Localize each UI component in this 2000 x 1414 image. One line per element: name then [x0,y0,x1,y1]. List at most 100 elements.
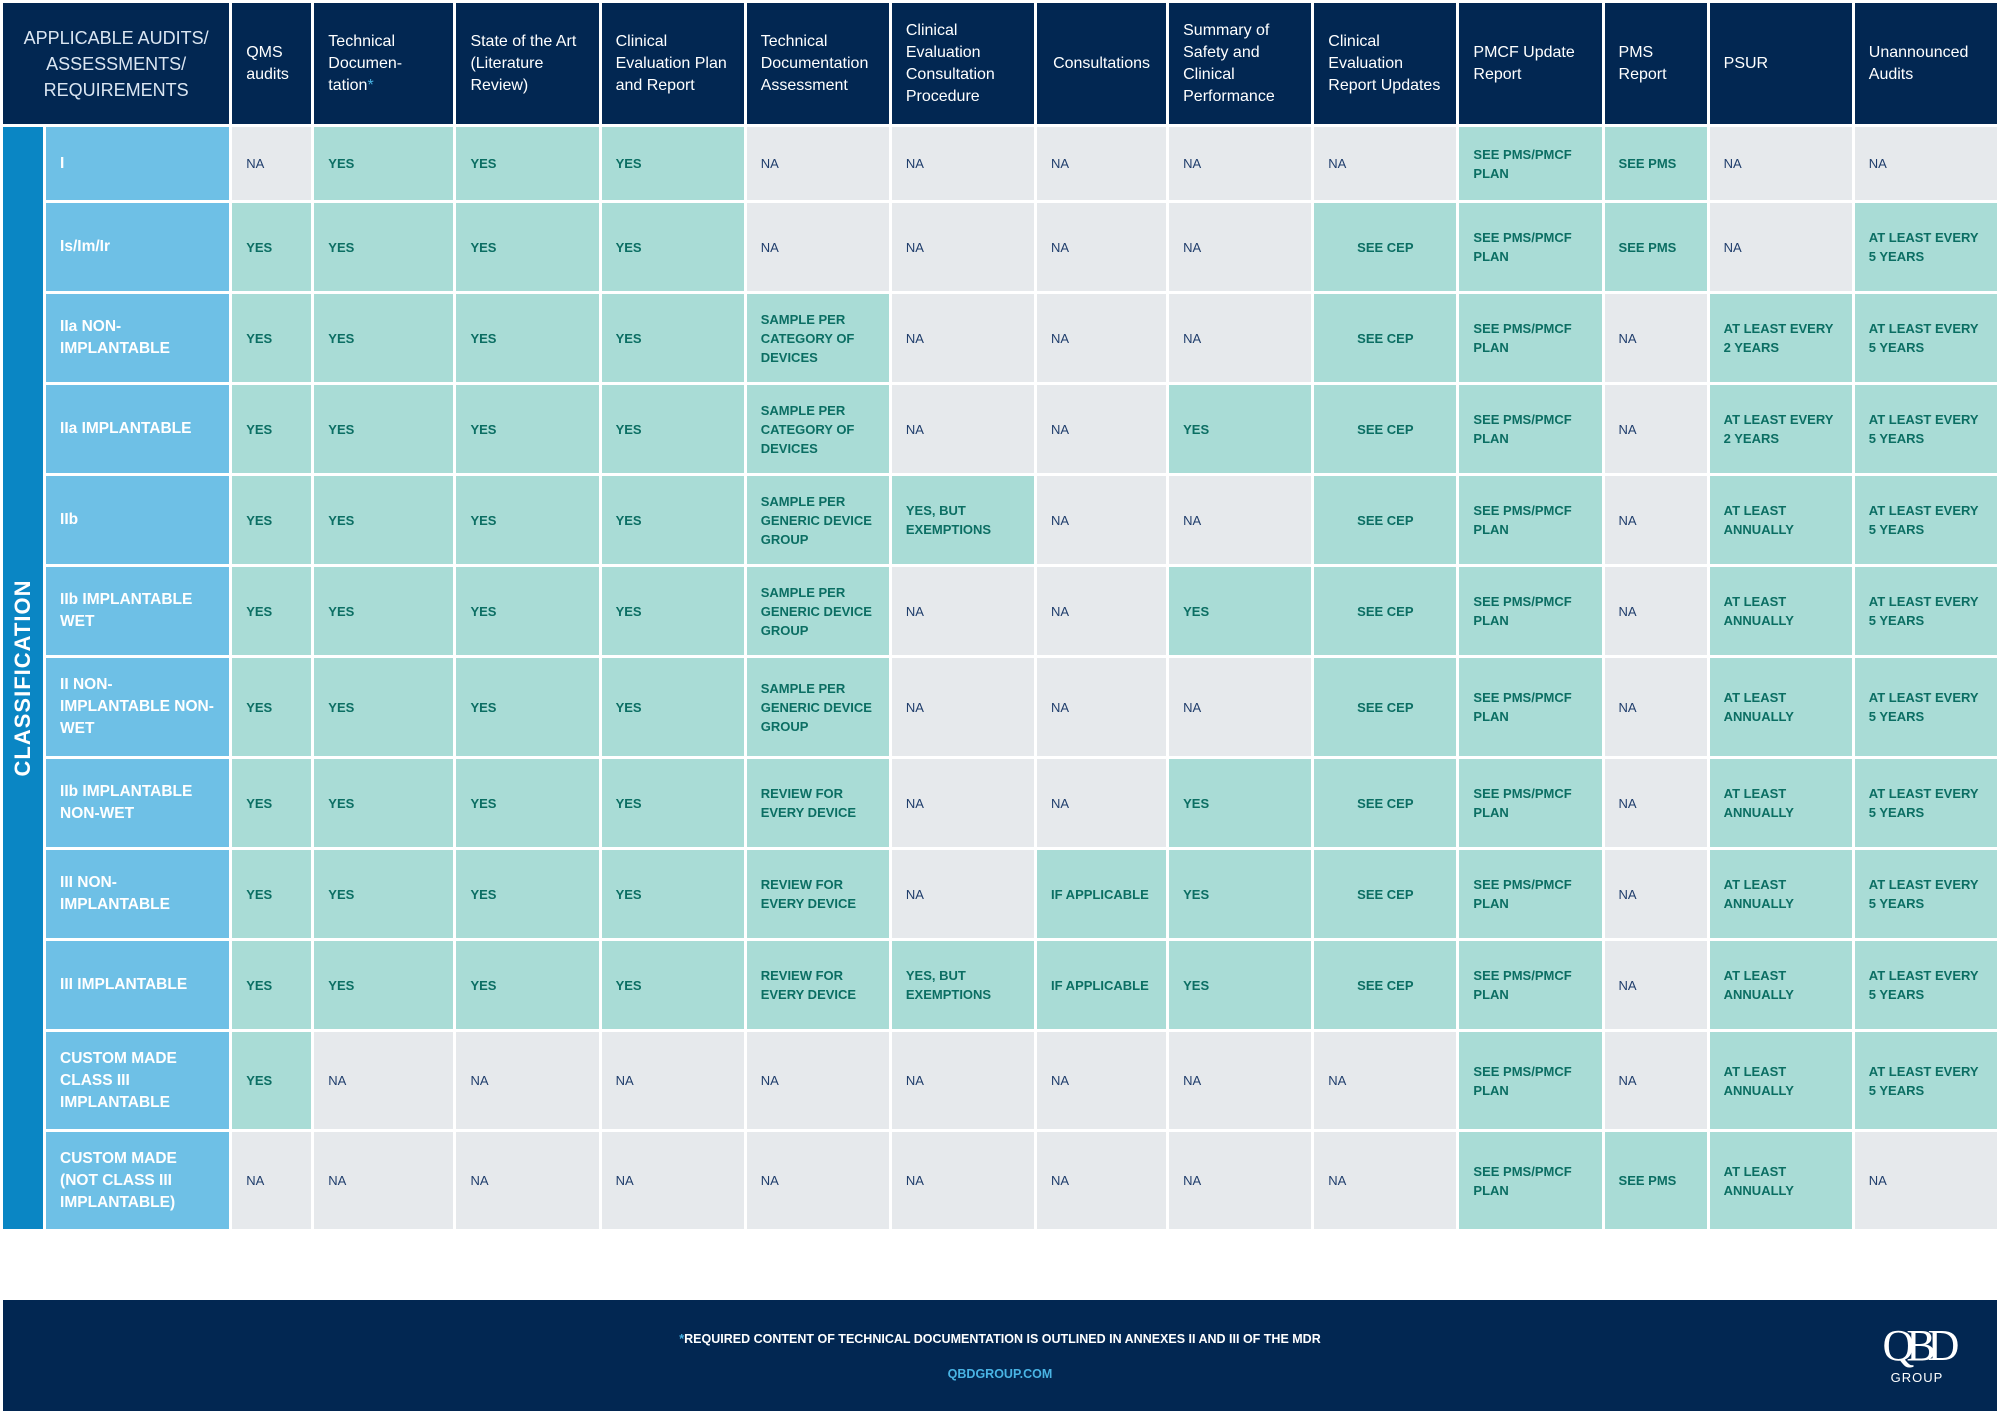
table-cell: NA [1604,294,1707,382]
table-cell: SAMPLE PER CATEGORY OF DEVICES [746,385,889,473]
table-cell: NA [1169,203,1312,291]
table-cell: YES [232,294,312,382]
table-cell: SEE PMS [1604,1132,1707,1229]
table-cell: YES [1169,941,1312,1029]
table-cell: YES [601,941,744,1029]
table-cell: NA [1169,1032,1312,1129]
table-cell: NA [891,1132,1034,1229]
table-cell: SEE PMS/PMCF PLAN [1459,127,1602,200]
table-cell: SEE CEP [1314,385,1457,473]
table-cell: YES [314,294,454,382]
table-row: IIa NON-IMPLANTABLE YES YES YES YES SAMPLE PE… [3,294,1997,382]
column-header-label: Clinical Evaluation Report Updates [1328,32,1441,94]
table-cell: YES [232,567,312,655]
table-cell: YES [456,941,599,1029]
table-cell: SAMPLE PER GENERIC DEVICE GROUP [746,476,889,564]
table-cell: NA [314,1132,454,1229]
table-row: CUSTOM MADE CLASS III IMPLANTABLE YES NA NA… [3,1032,1997,1129]
table-cell: YES [314,385,454,473]
table-cell: YES [232,759,312,847]
table-cell: NA [601,1032,744,1129]
column-header: Clinical Evaluation Plan and Report [601,3,744,124]
column-header: PMCF Update Report [1459,3,1602,124]
table-cell: AT LEAST ANNUALLY [1709,1132,1852,1229]
table-cell: IF APPLICABLE [1037,941,1167,1029]
table-cell: YES [601,294,744,382]
table-cell: SEE CEP [1314,759,1457,847]
table-cell: IF APPLICABLE [1037,850,1167,938]
table-cell: SEE CEP [1314,658,1457,756]
table-cell: SEE PMS/PMCF PLAN [1459,941,1602,1029]
column-header-label: Clinical Evaluation Consultation Procedu… [905,21,995,105]
table-cell: SEE CEP [1314,203,1457,291]
table-cell: AT LEAST ANNUALLY [1709,941,1852,1029]
table-cell: YES [314,476,454,564]
table-cell: REVIEW FOR EVERY DEVICE [746,941,889,1029]
logo-text: GROUP [1890,1370,1944,1385]
table-cell: NA [1314,1132,1457,1229]
table-cell: YES [601,385,744,473]
table-cell: YES [601,127,744,200]
table-cell: YES [314,941,454,1029]
column-header-label: PMS Report [1618,43,1667,83]
column-header-label: Summary of Safety and Clinical Performan… [1183,21,1275,105]
table-row: IIa IMPLANTABLE YES YES YES YES SAMPLE PER CA… [3,385,1997,473]
table-cell: NA [1037,294,1167,382]
table-cell: NA [456,1032,599,1129]
table-cell: YES [232,850,312,938]
table-cell: NA [1037,385,1167,473]
table-cell: NA [891,759,1034,847]
table-cell: YES [456,127,599,200]
row-label: III IMPLANTABLE [46,941,230,1029]
table-cell: NA [1604,476,1707,564]
table-cell: YES [456,203,599,291]
footnote-marker: * [367,76,374,94]
table-cell: YES [601,567,744,655]
table-cell: AT LEAST EVERY 5 YEARS [1854,385,1997,473]
table-cell: NA [1604,1032,1707,1129]
table-cell: NA [1037,127,1167,200]
table-row: II NON-IMPLANTABLE NON-WET YES YES YES YES SA… [3,658,1997,756]
table-cell: YES [1169,759,1312,847]
table-cell: AT LEAST ANNUALLY [1709,759,1852,847]
table-cell: NA [1604,759,1707,847]
table-cell: YES [601,759,744,847]
column-header-label: Unannounced Audits [1868,43,1969,83]
website-link[interactable]: QBDGROUP.COM [947,1367,1053,1381]
table-cell: NA [891,850,1034,938]
table-cell: YES [456,476,599,564]
table-cell: SEE PMS/PMCF PLAN [1459,385,1602,473]
table-cell: SEE PMS/PMCF PLAN [1459,759,1602,847]
column-header: Clinical Evaluation Report Updates [1314,3,1457,124]
table-cell: REVIEW FOR EVERY DEVICE [746,850,889,938]
table-cell: YES [314,127,454,200]
table-cell: YES [232,658,312,756]
table-cell: NA [1604,850,1707,938]
table-cell: YES [232,385,312,473]
table-cell: NA [1854,127,1997,200]
table-cell: AT LEAST EVERY 5 YEARS [1854,941,1997,1029]
table-cell: SEE PMS/PMCF PLAN [1459,567,1602,655]
table-cell: YES [232,476,312,564]
table-cell: SAMPLE PER CATEGORY OF DEVICES [746,294,889,382]
table-cell: YES [314,567,454,655]
row-label: IIb IMPLANTABLE NON-WET [46,759,230,847]
table-cell: AT LEAST EVERY 5 YEARS [1854,567,1997,655]
table-row: III NON-IMPLANTABLE YES YES YES YES REVIEW FO… [3,850,1997,938]
table-cell: NA [1169,658,1312,756]
table-cell: SAMPLE PER GENERIC DEVICE GROUP [746,658,889,756]
table-cell: YES [456,385,599,473]
table-cell: NA [891,203,1034,291]
table-cell: YES [314,850,454,938]
table-cell: NA [232,1132,312,1229]
footnote-marker: * [679,1332,685,1346]
row-label: IIb IMPLANTABLE WET [46,567,230,655]
footer: *REQUIRED CONTENT OF TECHNICAL DOCUMENTA… [3,1300,1997,1411]
table-cell: NA [746,127,889,200]
qbd-group-logo: QBD GROUP [1877,1321,1960,1394]
footnote-text: REQUIRED CONTENT OF TECHNICAL DOCUMENTAT… [684,1332,1321,1346]
table-cell: NA [891,1032,1034,1129]
logo-mark: QBD [1882,1321,1960,1370]
table-cell: SEE PMS/PMCF PLAN [1459,1032,1602,1129]
